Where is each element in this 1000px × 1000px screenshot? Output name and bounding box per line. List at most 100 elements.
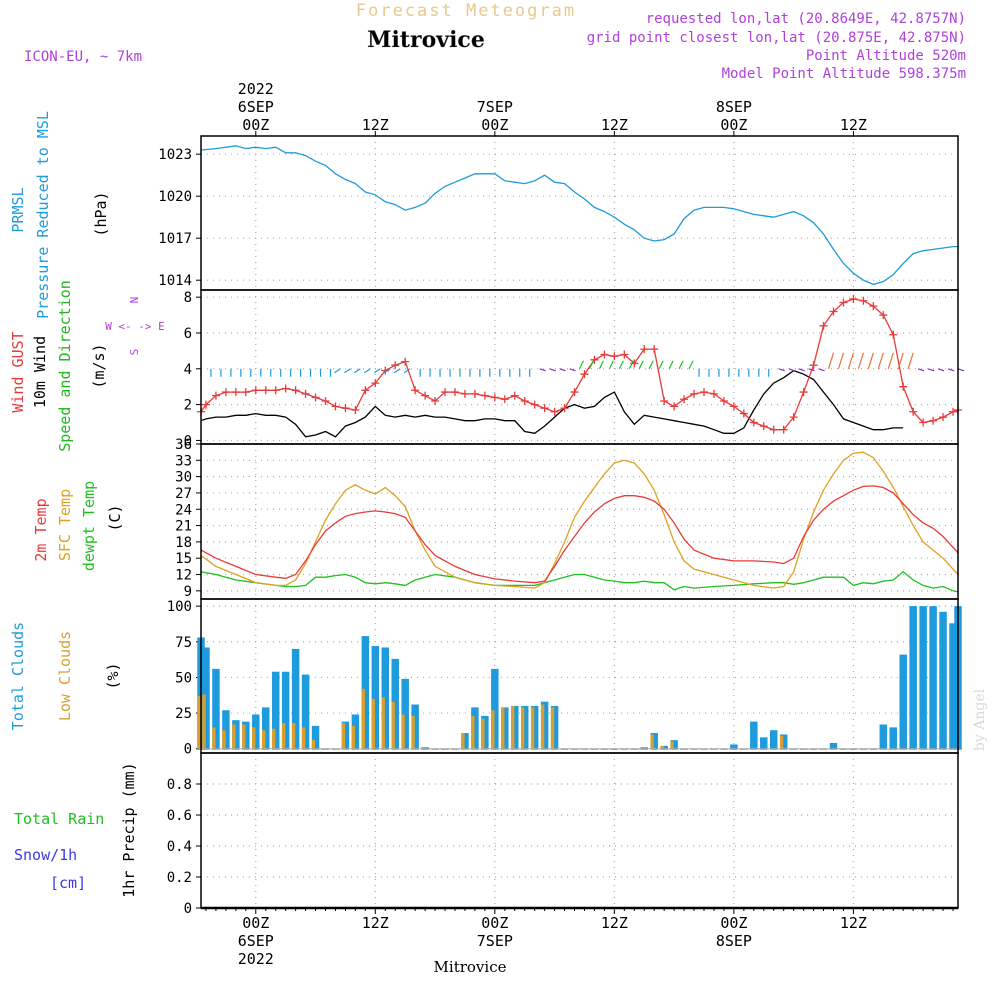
low-cloud-bar <box>252 727 256 749</box>
top-time-label: 2022 <box>238 80 274 98</box>
footer-location: Mitrovice <box>434 958 507 976</box>
gust-marker <box>311 393 320 402</box>
gust-marker <box>929 416 938 425</box>
gust-marker <box>660 397 669 406</box>
low-cloud-bar <box>520 707 525 749</box>
pressure-unit: (hPa) <box>92 191 110 236</box>
total-cloud-bar <box>281 671 290 750</box>
wind-dir-arrow <box>788 368 795 372</box>
low-cloud-bar <box>262 730 266 749</box>
gust-marker <box>949 407 958 416</box>
low-cloud-bar <box>341 723 346 749</box>
wind-dir-arrow <box>867 352 874 369</box>
y-tick-label: 0.6 <box>167 808 192 824</box>
wind-dir-arrow <box>917 368 925 372</box>
low-clouds-label: Low Clouds <box>56 631 74 721</box>
point-altitude: Point Altitude 520m <box>806 48 966 64</box>
wind-dir-arrow <box>559 368 566 372</box>
gust-marker <box>749 418 758 427</box>
total-cloud-bar <box>919 606 927 750</box>
gust-marker <box>859 296 868 305</box>
gust-marker <box>271 386 280 395</box>
y-tick-label: 8 <box>184 290 192 306</box>
wind-dir-arrow <box>618 360 624 370</box>
wind-dir-arrow <box>578 360 585 370</box>
gust-marker <box>709 389 718 398</box>
total-cloud-bar <box>361 636 370 750</box>
total-cloud-bar <box>660 745 668 750</box>
gust-marker <box>570 388 579 397</box>
gust-marker <box>211 391 220 400</box>
total-cloud-bar <box>381 647 390 750</box>
total-cloud-bar <box>401 678 409 750</box>
low-cloud-bar <box>381 697 385 749</box>
wind-dir-arrow <box>598 360 604 370</box>
total-cloud-bar <box>889 727 897 750</box>
gust-marker <box>331 402 340 411</box>
total-cloud-bar <box>899 654 907 750</box>
model-label: ICON-EU, ~ 7km <box>24 49 142 65</box>
wind-dir-arrow <box>539 368 546 372</box>
wind-dir-arrow <box>403 368 411 374</box>
low-cloud-bar <box>202 694 206 749</box>
gust-marker <box>809 361 818 370</box>
y-tick-label: 33 <box>175 453 192 469</box>
y-tick-label: 15 <box>175 551 192 567</box>
low-cloud-bar <box>481 718 485 749</box>
gust-marker <box>899 382 908 391</box>
wind-gust-line <box>200 298 959 431</box>
rain-label: Total Rain <box>14 810 104 828</box>
low-cloud-bar <box>271 728 276 749</box>
low-cloud-bar <box>301 727 306 749</box>
gust-marker <box>351 405 360 414</box>
total-clouds-label: Total Clouds <box>9 622 27 730</box>
temp-2m-line <box>200 485 959 584</box>
low-cloud-bar <box>222 730 226 749</box>
wind-dir-arrow <box>588 360 594 370</box>
y-tick-label: 0 <box>184 433 192 449</box>
y-tick-label: 12 <box>175 568 192 584</box>
y-tick-label: 100 <box>167 599 192 615</box>
pressure-label-2: Pressure Reduced to MSL <box>34 111 52 319</box>
gust-marker <box>251 386 260 395</box>
total-cloud-bar <box>730 744 738 750</box>
total-cloud-bar <box>929 606 937 750</box>
wind-dir-arrow <box>877 352 884 369</box>
y-tick-label: 36 <box>175 437 192 453</box>
gust-marker <box>610 352 619 361</box>
pressure-labels: PRMSL Pressure Reduced to MSL (hPa) <box>9 111 110 319</box>
total-cloud-bar <box>291 648 300 750</box>
total-cloud-bar <box>391 658 399 750</box>
compass-n: N <box>128 297 141 304</box>
total-cloud-bar <box>949 623 957 750</box>
wind-dir-arrow <box>907 352 914 369</box>
wind-dir-arrow <box>957 368 965 372</box>
total-cloud-bar <box>351 714 360 750</box>
gust-marker <box>361 386 370 395</box>
wind-speed-label: 10m Wind <box>31 336 49 408</box>
y-tick-label: 6 <box>184 326 192 342</box>
y-tick-label: 1014 <box>158 273 192 289</box>
total-cloud-bar <box>520 705 529 750</box>
y-tick-label: 1020 <box>158 189 192 205</box>
bottom-time-label: 12Z <box>601 914 628 932</box>
gust-marker <box>341 404 350 413</box>
low-cloud-bar <box>501 707 505 749</box>
wind-dir-arrow <box>887 352 894 369</box>
gust-marker <box>640 345 649 354</box>
pressure-label-1: PRMSL <box>9 187 27 232</box>
gust-marker <box>690 389 699 398</box>
gust-marker <box>889 330 898 339</box>
wind-dir-arrow <box>648 360 654 370</box>
total-cloud-bar <box>550 705 559 750</box>
y-tick-label: 0.2 <box>167 870 192 886</box>
gust-marker <box>819 321 828 330</box>
low-cloud-bar <box>491 710 495 749</box>
wind-dir-arrow <box>837 352 845 369</box>
wind-dir-arrow <box>678 360 684 370</box>
y-tick-label: 0.8 <box>167 777 192 793</box>
gust-marker <box>670 402 679 411</box>
total-cloud-bar <box>202 647 210 750</box>
low-cloud-bar <box>670 741 674 749</box>
